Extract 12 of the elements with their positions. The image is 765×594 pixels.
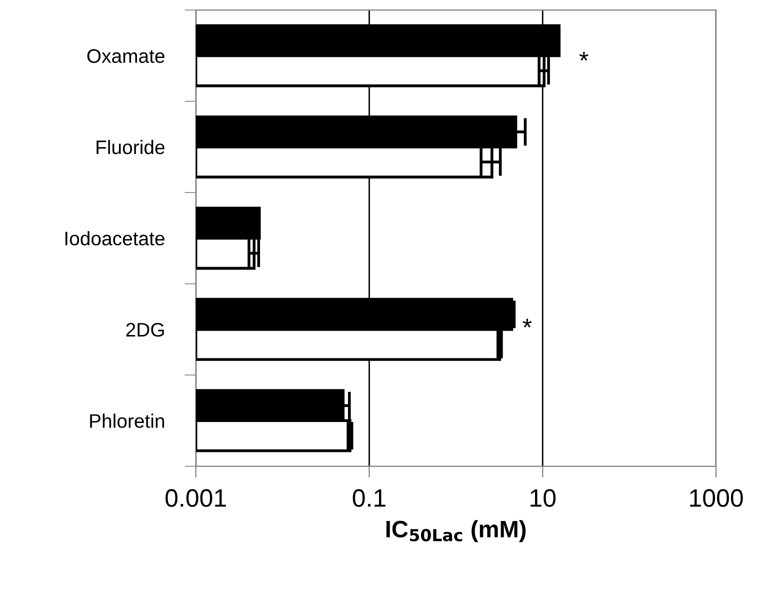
x-tick-label: 10 [530,489,556,507]
y-tick-label: Fluoride [96,140,164,154]
x-tick-label: 0.001 [166,489,226,507]
y-tick-label: Oxamate [87,49,164,63]
x-tick-label: 0.1 [352,489,386,507]
y-tick-label: Iodoacetate [65,231,164,246]
x-axis-title: IC$_{50Lac}$ (mM) [386,520,526,542]
x-tick-label: 1000 [690,489,743,507]
y-tick-label: 2DG [126,322,164,337]
annotation: * [579,52,588,61]
annotation: * [522,318,532,328]
y-tick-label: Phloretin [90,414,164,428]
